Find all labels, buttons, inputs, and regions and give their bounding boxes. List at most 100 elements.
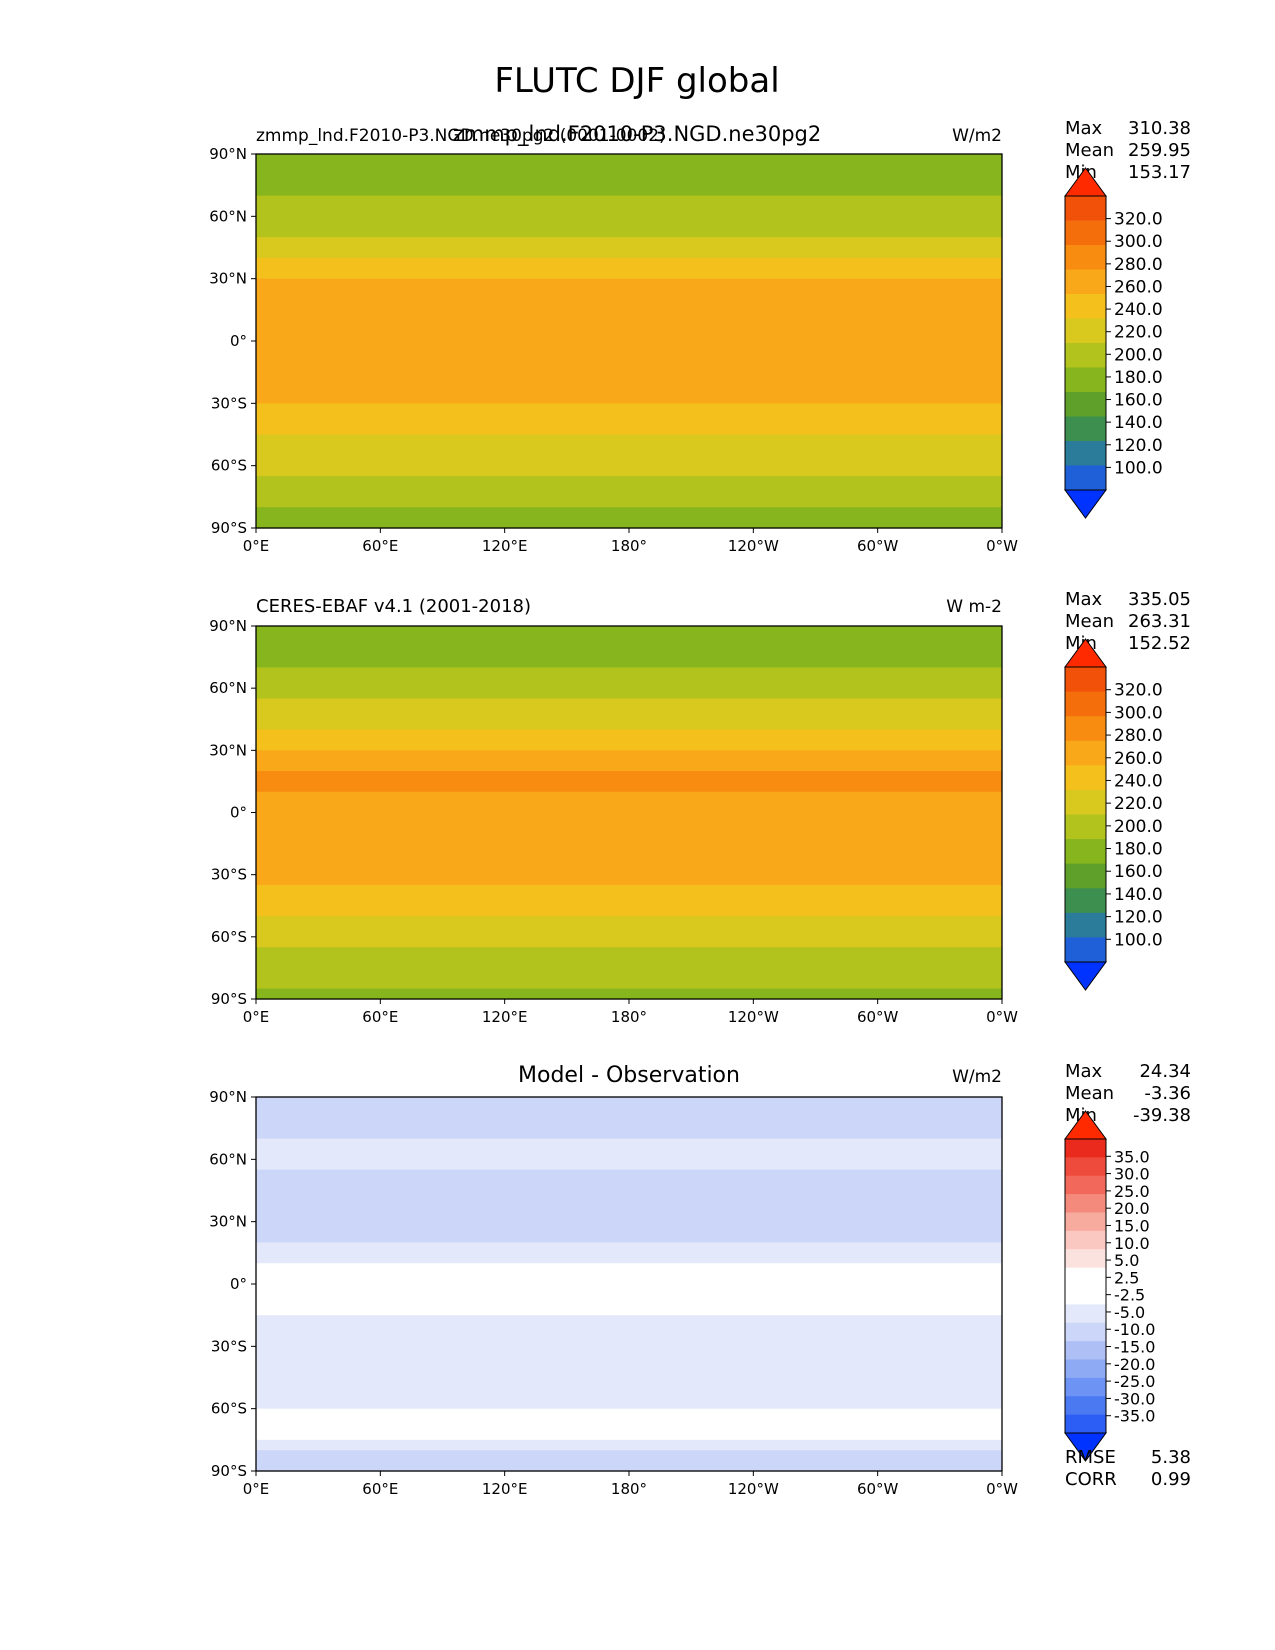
zonal-band [256, 1242, 1002, 1254]
zonal-band [256, 507, 1002, 519]
colorbar-outline [1064, 1138, 1107, 1434]
zonal-band [256, 226, 1002, 238]
y-tick-label: 90°N [209, 1088, 247, 1106]
zonal-band [256, 1148, 1002, 1160]
zonal-band [256, 1335, 1002, 1347]
colorbar-segment [1065, 1377, 1106, 1397]
x-tick-label: 180° [611, 1008, 647, 1026]
rmse-value: 5.38 [1151, 1447, 1191, 1468]
x-tick-label: 180° [611, 1480, 647, 1498]
colorbar-segment [1065, 367, 1106, 393]
zonal-band [256, 781, 1002, 793]
colorbar-tick-label: 10.0 [1114, 1234, 1150, 1253]
zonal-band [256, 677, 1002, 689]
zonal-band [256, 1169, 1002, 1181]
y-tick-label: 60°N [209, 207, 247, 225]
zonal-band [256, 247, 1002, 259]
colorbar-extend-min [1064, 961, 1107, 991]
y-tick-label: 90°N [209, 145, 247, 163]
colorbar-tick-label: 180.0 [1114, 840, 1163, 860]
zonal-band [256, 1419, 1002, 1431]
rmse-label: RMSE [1065, 1447, 1116, 1468]
zonal-band [256, 382, 1002, 394]
x-tick-label: 120°W [728, 1008, 779, 1026]
colorbar-tick-label: 220.0 [1114, 323, 1163, 343]
zonal-band [256, 1356, 1002, 1368]
y-tick-label: 30°N [209, 270, 247, 288]
colorbar-segment [1065, 667, 1106, 693]
zonal-band [256, 257, 1002, 269]
zonal-band [256, 1367, 1002, 1379]
zonal-band [256, 885, 1002, 896]
colorbar-tick-label: 160.0 [1114, 391, 1163, 411]
min-value: -39.38 [1133, 1105, 1191, 1126]
x-tick-label: 120°W [728, 537, 779, 555]
zonal-band [256, 626, 1002, 637]
x-tick-label: 60°E [362, 537, 398, 555]
colorbar-segment [1065, 196, 1106, 221]
colorbar-segment [1065, 716, 1106, 742]
zonal-band [256, 268, 1002, 280]
colorbar-tick-label: 300.0 [1114, 703, 1163, 723]
colorbar-segment [1065, 1286, 1106, 1305]
colorbar-segment [1065, 1359, 1106, 1379]
zonal-band [256, 1315, 1002, 1327]
zonal-band [256, 957, 1002, 969]
colorbar-segment [1065, 1194, 1106, 1213]
zonal-band [256, 205, 1002, 217]
zonal-band [256, 1263, 1002, 1275]
max-label: Max [1065, 1061, 1103, 1082]
zonal-band [256, 1190, 1002, 1202]
zonal-band [256, 1232, 1002, 1244]
zonal-band [256, 1128, 1002, 1140]
colorbar-tick-label: -5.0 [1114, 1303, 1145, 1322]
y-tick-label: 90°S [211, 990, 247, 1008]
y-tick-label: 60°N [209, 1150, 247, 1168]
zonal-band [256, 822, 1002, 834]
axes: 0°E 60°E 120°E 180° 120°W 60°W 0°W 90°N 60°N 30°N… [209, 1088, 1018, 1498]
zonal-band [256, 1450, 1002, 1462]
zonal-band [256, 476, 1002, 488]
colorbar-tick-label: -2.5 [1114, 1286, 1145, 1305]
colorbar-tick-label: 20.0 [1114, 1199, 1150, 1218]
x-tick-label: 60°W [857, 1008, 899, 1026]
max-value: 335.05 [1128, 589, 1191, 610]
colorbar-tick-label: 180.0 [1114, 368, 1163, 388]
zonal-band [256, 309, 1002, 321]
model-panel: zmmp_lnd.F2010-P3.NGD.ne30pg2 (0001-0002… [209, 118, 1191, 555]
zonal-band [256, 646, 1002, 658]
zonal-band [256, 729, 1002, 741]
zonal-band [256, 496, 1002, 508]
x-tick-label: 0°E [243, 537, 270, 555]
zonal-band [256, 1273, 1002, 1285]
colorbar-tick-label: 200.0 [1114, 817, 1163, 837]
x-tick-label: 120°E [482, 1480, 528, 1498]
zonal-band [256, 216, 1002, 228]
zonal-band [256, 657, 1002, 669]
zonal-band [256, 1159, 1002, 1171]
observation-panel: CERES-EBAF v4.1 (2001-2018) W m-2 0°E 60°… [209, 589, 1191, 1026]
y-tick-label: 60°S [211, 457, 247, 475]
colorbar-segment [1065, 1212, 1106, 1232]
x-tick-label: 0°E [243, 1480, 270, 1498]
colorbar-segment [1065, 441, 1106, 466]
colorbar-segment [1065, 814, 1106, 840]
colorbar-segment [1065, 839, 1106, 865]
zonal-band [256, 486, 1002, 498]
y-tick-label: 90°S [211, 519, 247, 537]
zonal-band [256, 1221, 1002, 1233]
zonal-band [256, 750, 1002, 762]
units-label: W/m2 [952, 1067, 1002, 1087]
zonal-band [256, 444, 1002, 456]
colorbar-segment [1065, 937, 1106, 963]
zonal-band [256, 874, 1002, 886]
zonal-band [256, 1107, 1002, 1119]
zonal-band [256, 392, 1002, 404]
axes: 0°E 60°E 120°E 180° 120°W 60°W 0°W 90°N 60°N 30°N… [209, 145, 1018, 555]
zonal-band [256, 833, 1002, 845]
zonal-band [256, 853, 1002, 865]
zonal-band [256, 1252, 1002, 1264]
zonal-band [256, 1398, 1002, 1410]
